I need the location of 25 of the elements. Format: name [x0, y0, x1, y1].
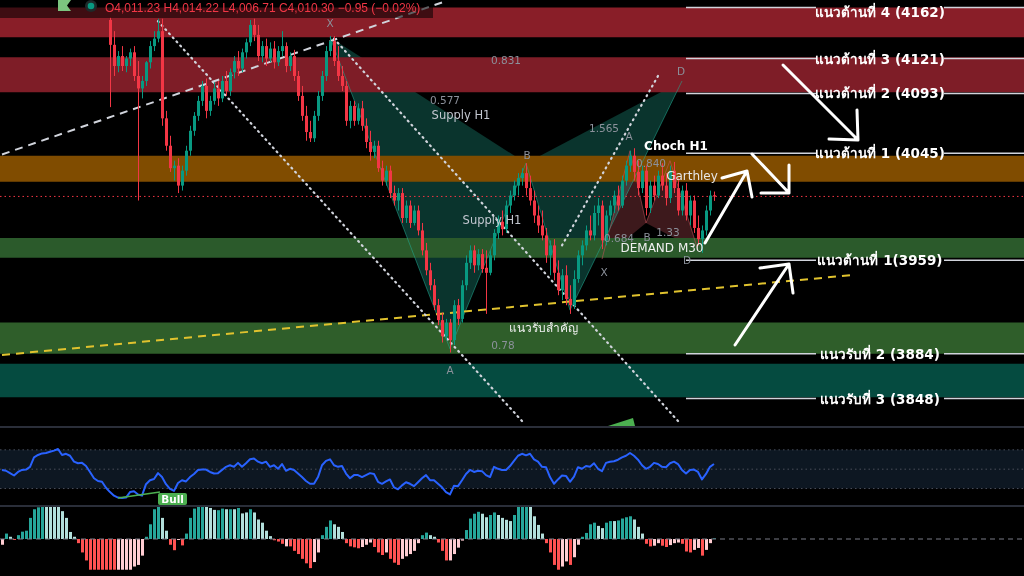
annotation: D	[676, 65, 686, 77]
annotation: 1.565	[588, 122, 620, 134]
ref-line-label: แนวต้านที่ 2 (4093)	[815, 83, 945, 102]
annotation: O4,011.23 H4,014.22 L4,006.71 C4,010.30 −0.95 (−0.02%)	[105, 0, 421, 15]
annotation: Choch H1	[644, 139, 708, 153]
band-label: แนวรับสำคัญ	[508, 320, 578, 335]
ref-line-label: แนวรับที่ 2 (3884)	[820, 343, 940, 362]
annotation: A	[625, 130, 634, 142]
band-label: DEMAND M30	[620, 241, 704, 256]
annotation: 0.831	[490, 54, 522, 66]
ref-line-label: แนวต้านที่ 1 (4045)	[815, 143, 945, 162]
annotation: 0.577	[429, 94, 461, 106]
annotation: 0.840	[635, 157, 667, 169]
annotation: 0.684	[603, 232, 635, 244]
annotation: 0.78	[491, 339, 515, 351]
ref-line-label: แนวต้านที่ 1(3959)	[817, 250, 943, 269]
ref-line-label: แนวต้านที่ 4 (4162)	[815, 2, 945, 20]
annotation: A	[446, 364, 455, 376]
ref-line-label: แนวรับที่ 3 (3848)	[820, 388, 940, 407]
annotation: Garthley	[666, 169, 718, 183]
annotation: X	[600, 266, 608, 278]
annotation: X	[326, 17, 334, 29]
annotation: Supply H1	[431, 108, 491, 122]
annotation: 1.33	[656, 226, 680, 238]
annotation: Bull	[161, 493, 184, 505]
